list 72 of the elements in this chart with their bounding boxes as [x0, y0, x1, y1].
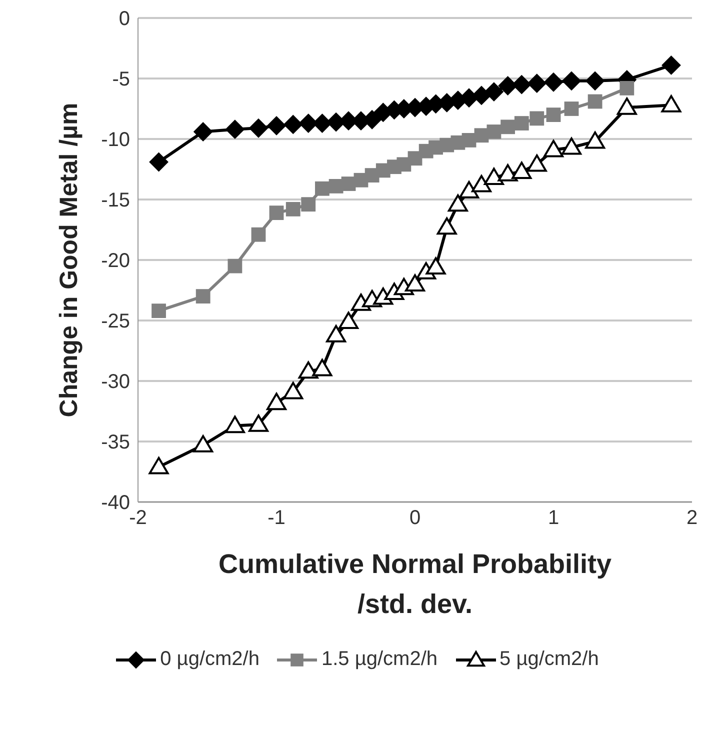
point [436, 217, 457, 235]
x-tick-label: -1 [268, 507, 286, 530]
point [585, 131, 606, 149]
y-tick-label: -25 [101, 310, 130, 333]
point [405, 274, 425, 292]
point [149, 152, 168, 172]
legend-label: 5 µg/cm2/h [500, 648, 599, 671]
legend-label: 1.5 µg/cm2/h [321, 648, 438, 671]
point [484, 82, 504, 102]
y-tick-label: -20 [101, 250, 130, 272]
point [315, 181, 330, 196]
point [193, 435, 214, 452]
point [530, 111, 544, 126]
point [459, 181, 480, 198]
point [526, 154, 547, 172]
y-tick-label: -15 [101, 190, 130, 212]
point [224, 416, 245, 434]
point [588, 94, 602, 109]
point [512, 162, 532, 179]
x-axis-title: Cumulative Normal Probability /std. dev. [217, 548, 613, 621]
point [426, 257, 446, 275]
point [527, 74, 546, 93]
x-tick-label: 0 [409, 507, 421, 530]
point [148, 456, 169, 474]
point [225, 120, 244, 139]
x-tick-label: -2 [129, 507, 147, 530]
point [661, 95, 682, 112]
point [448, 194, 468, 212]
point [326, 325, 346, 342]
point [662, 56, 681, 75]
point [251, 227, 266, 242]
point [228, 258, 242, 274]
y-tick-label: -10 [101, 129, 130, 152]
point [284, 114, 303, 134]
point [562, 71, 582, 90]
point [152, 304, 166, 318]
point [544, 72, 563, 92]
point [544, 140, 564, 158]
point [283, 382, 304, 400]
point [562, 137, 582, 155]
point [586, 71, 605, 90]
point [196, 289, 210, 304]
point [471, 174, 492, 192]
legend-label: 0 µg/cm2/h [160, 648, 260, 671]
y-tick-label: -5 [112, 68, 130, 91]
point [546, 108, 561, 122]
y-tick-label: -35 [101, 432, 130, 454]
point [338, 312, 359, 330]
y-tick-label: 0 [118, 8, 130, 30]
point [266, 392, 286, 410]
point [248, 118, 268, 138]
point [312, 358, 332, 376]
x-tick-label: 1 [548, 507, 560, 530]
point [301, 197, 316, 212]
point [267, 116, 286, 136]
x-tick-label: 2 [686, 507, 698, 530]
point [286, 202, 300, 216]
point [269, 206, 284, 220]
point [248, 414, 268, 432]
point [194, 122, 213, 142]
point [298, 361, 318, 379]
point [564, 102, 579, 116]
point [616, 98, 637, 115]
point [512, 75, 532, 94]
y-axis-title: Change in Good Metal /µm [54, 102, 83, 418]
y-tick-label: -30 [101, 371, 130, 394]
y-tick-label: -40 [101, 492, 130, 514]
point [498, 164, 518, 182]
point [484, 168, 504, 186]
point [514, 116, 529, 130]
point [498, 76, 518, 96]
point [620, 80, 634, 96]
